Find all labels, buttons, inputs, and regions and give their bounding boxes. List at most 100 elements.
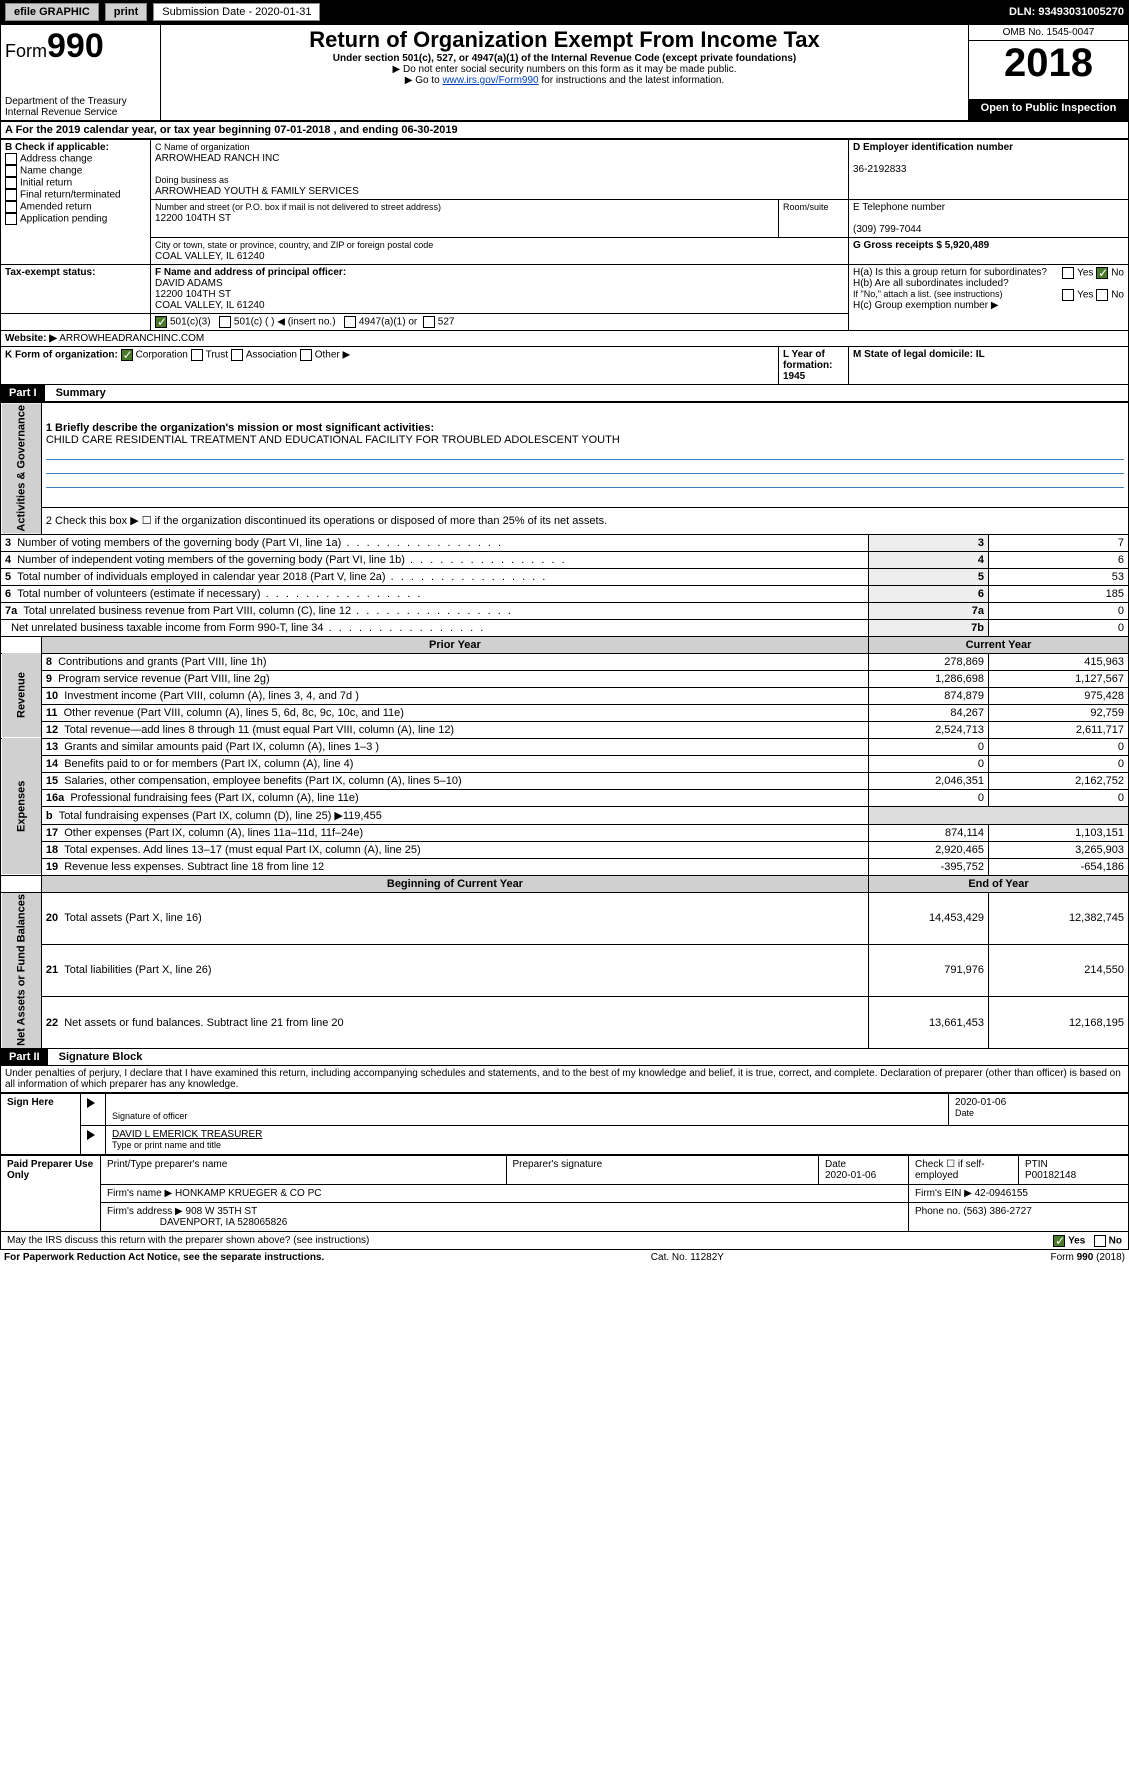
chk-other[interactable] — [300, 349, 312, 361]
chk-final[interactable] — [5, 189, 17, 201]
lbl-no2: No — [1111, 290, 1124, 301]
ptin: P00182148 — [1025, 1170, 1076, 1181]
lbl-name-change: Name change — [20, 166, 82, 177]
print-button[interactable]: print — [105, 3, 147, 21]
lbl-city: City or town, state or province, country… — [155, 240, 433, 250]
lbl-discuss-no: No — [1109, 1236, 1122, 1247]
year-formation: L Year of formation: 1945 — [783, 349, 832, 382]
part-2-header: Part II Signature Block — [0, 1049, 1129, 1066]
toolbar: efile GRAPHIC print Submission Date - 20… — [0, 0, 1129, 24]
form-title: Return of Organization Exempt From Incom… — [165, 27, 964, 53]
col-end: End of Year — [869, 875, 1129, 892]
summary-table: Activities & Governance 1 Briefly descri… — [0, 402, 1129, 1049]
lbl-501c3: 501(c)(3) — [170, 317, 211, 328]
note-post: for instructions and the latest informat… — [539, 75, 725, 86]
firm-phone: (563) 386-2727 — [963, 1206, 1031, 1217]
form-prefix: Form — [5, 41, 47, 61]
note-ssn: ▶ Do not enter social security numbers o… — [165, 64, 964, 75]
lbl-no: No — [1111, 268, 1124, 279]
lbl-sig-officer: Signature of officer — [112, 1111, 187, 1121]
chk-address-change[interactable] — [5, 153, 17, 165]
line-1-text: CHILD CARE RESIDENTIAL TREATMENT AND EDU… — [46, 434, 620, 446]
chk-assoc[interactable] — [231, 349, 243, 361]
lbl-phone: E Telephone number — [853, 202, 945, 213]
dept-treasury: Department of the Treasury — [5, 96, 156, 107]
lbl-initial: Initial return — [20, 178, 72, 189]
efile-button[interactable]: efile GRAPHIC — [5, 3, 99, 21]
sign-here: Sign Here — [1, 1094, 81, 1155]
lbl-trust: Trust — [206, 350, 228, 361]
col-begin: Beginning of Current Year — [41, 875, 868, 892]
website: ARROWHEADRANCHINC.COM — [59, 333, 204, 344]
lbl-signer-name: Type or print name and title — [112, 1140, 221, 1150]
lbl-dba: Doing business as — [155, 175, 229, 185]
identity-block: B Check if applicable: Address change Na… — [0, 139, 1129, 385]
lbl-amended: Amended return — [20, 202, 92, 213]
org-name: ARROWHEAD RANCH INC — [155, 153, 279, 164]
chk-ha-no[interactable] — [1096, 267, 1108, 279]
lbl-preparer-sig: Preparer's signature — [506, 1156, 819, 1185]
prep-date: 2020-01-06 — [825, 1170, 876, 1181]
perjury-text: Under penalties of perjury, I declare th… — [0, 1066, 1129, 1093]
part-2-title: Signature Block — [51, 1051, 143, 1063]
lbl-tax-status: Tax-exempt status: — [5, 267, 95, 278]
officer-city: COAL VALLEY, IL 61240 — [155, 300, 265, 311]
open-public-badge: Open to Public Inspection — [969, 100, 1129, 121]
lbl-corp: Corporation — [136, 350, 188, 361]
row-a-tax-year: A For the 2019 calendar year, or tax yea… — [0, 121, 1129, 139]
lbl-app-pending: Application pending — [20, 214, 107, 225]
underline — [46, 446, 1124, 460]
lbl-form-org: K Form of organization: — [5, 350, 118, 361]
chk-ha-yes[interactable] — [1062, 267, 1074, 279]
lbl-officer: F Name and address of principal officer: — [155, 267, 346, 278]
part-2-badge: Part II — [1, 1049, 48, 1065]
irs-link[interactable]: www.irs.gov/Form990 — [442, 75, 538, 86]
lbl-yes2: Yes — [1077, 290, 1093, 301]
chk-app-pending[interactable] — [5, 213, 17, 225]
chk-discuss-no[interactable] — [1094, 1235, 1106, 1247]
underline — [46, 460, 1124, 474]
chk-name-change[interactable] — [5, 165, 17, 177]
arrow-icon — [87, 1130, 95, 1140]
h-a: H(a) Is this a group return for subordin… — [853, 267, 1047, 278]
ein: 36-2192833 — [853, 164, 906, 175]
chk-501c[interactable] — [219, 316, 231, 328]
lbl-assoc: Association — [246, 350, 297, 361]
signature-block: Sign Here Signature of officer 2020-01-0… — [0, 1093, 1129, 1155]
paid-preparer-block: Paid Preparer Use Only Print/Type prepar… — [0, 1155, 1129, 1232]
lbl-ptin: PTIN — [1025, 1159, 1048, 1170]
firm-addr2: DAVENPORT, IA 528065826 — [160, 1217, 288, 1228]
chk-trust[interactable] — [191, 349, 203, 361]
sign-date: 2020-01-06 — [955, 1097, 1006, 1108]
discuss-text: May the IRS discuss this return with the… — [7, 1235, 369, 1246]
chk-hb-no[interactable] — [1096, 289, 1108, 301]
signer-name: DAVID L EMERICK TREASURER — [112, 1129, 262, 1140]
chk-amended[interactable] — [5, 201, 17, 213]
state-domicile: M State of legal domicile: IL — [853, 349, 985, 360]
part-1-badge: Part I — [1, 385, 45, 401]
note-link: ▶ Go to www.irs.gov/Form990 for instruct… — [165, 75, 964, 86]
chk-501c3[interactable] — [155, 316, 167, 328]
lbl-yes: Yes — [1077, 268, 1093, 279]
h-note: If "No," attach a list. (see instruction… — [853, 289, 1002, 299]
chk-hb-yes[interactable] — [1062, 289, 1074, 301]
page-footer: For Paperwork Reduction Act Notice, see … — [0, 1250, 1129, 1265]
firm-name: HONKAMP KRUEGER & CO PC — [175, 1188, 322, 1199]
line-1-label: 1 Briefly describe the organization's mi… — [46, 422, 434, 434]
h-b: H(b) Are all subordinates included? — [853, 278, 1009, 289]
part-1-header: Part I Summary — [0, 385, 1129, 402]
dln: DLN: 93493031005270 — [1009, 6, 1124, 18]
lbl-firm-phone: Phone no. — [915, 1206, 961, 1217]
part-1-title: Summary — [48, 387, 106, 399]
chk-initial[interactable] — [5, 177, 17, 189]
lbl-address: Number and street (or P.O. box if mail i… — [155, 202, 441, 212]
vtab-governance: Activities & Governance — [1, 403, 42, 535]
chk-corp[interactable] — [121, 349, 133, 361]
lbl-final: Final return/terminated — [20, 190, 121, 201]
chk-527[interactable] — [423, 316, 435, 328]
chk-discuss-yes[interactable] — [1053, 1235, 1065, 1247]
phone: (309) 799-7044 — [853, 224, 921, 235]
line-2: 2 Check this box ▶ ☐ if the organization… — [41, 507, 1128, 534]
chk-4947[interactable] — [344, 316, 356, 328]
omb-number: OMB No. 1545-0047 — [969, 25, 1128, 41]
